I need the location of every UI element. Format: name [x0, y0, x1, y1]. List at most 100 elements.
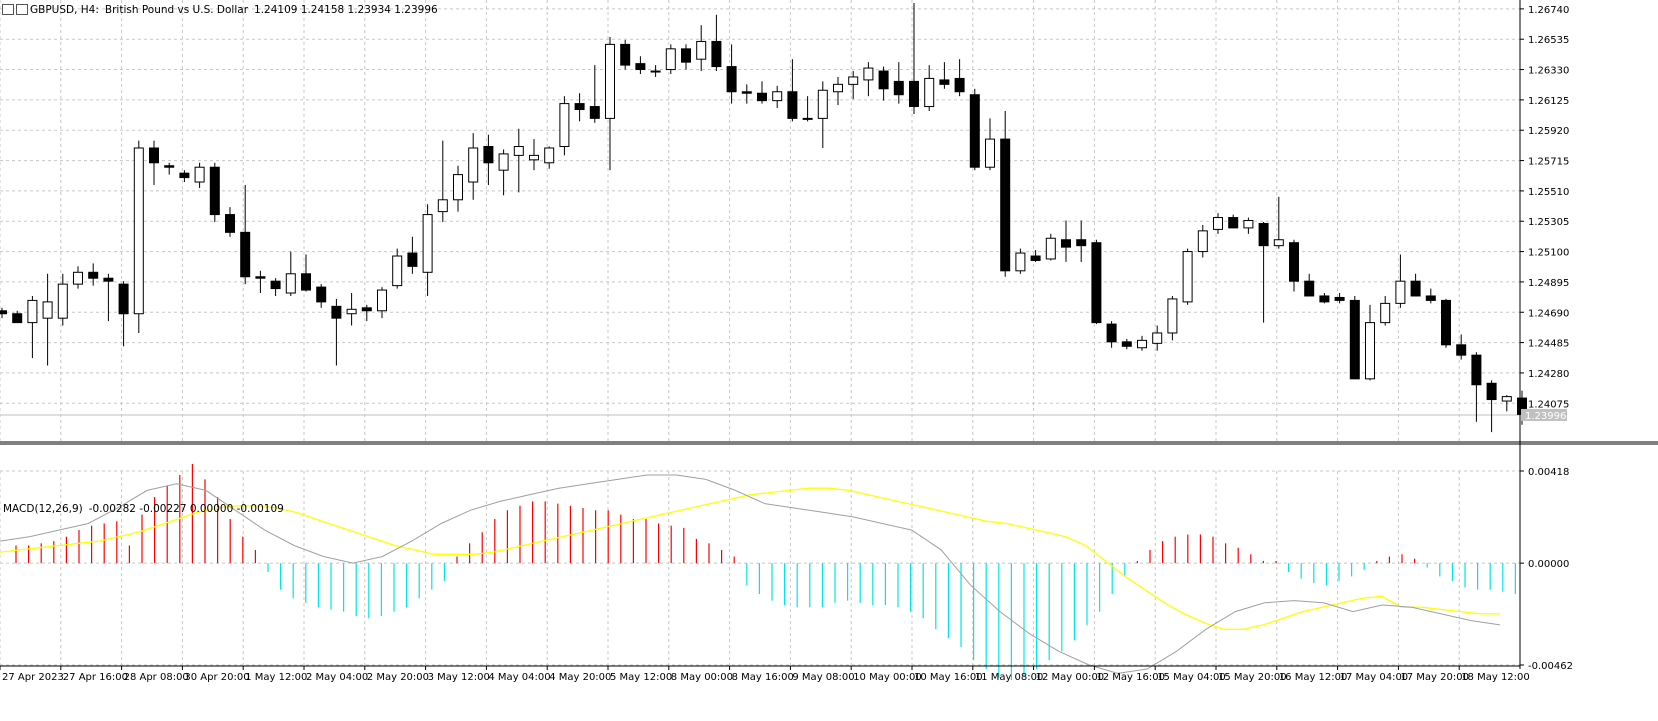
candle	[1000, 110, 1011, 277]
candle-body	[681, 48, 691, 63]
candle	[985, 118, 995, 171]
candle-body	[650, 70, 661, 73]
candle	[863, 62, 874, 97]
time-tick-label: 10 May 00:00	[853, 672, 922, 683]
candle-body	[1243, 220, 1254, 229]
candle-body	[605, 43, 615, 119]
time-tick-label: 9 May 08:00	[792, 672, 854, 683]
candle-body	[361, 307, 372, 312]
candle	[27, 295, 38, 359]
candle	[1167, 295, 1178, 341]
candle-body	[285, 273, 296, 294]
candle-body	[1121, 341, 1132, 347]
candle-body	[1061, 239, 1071, 248]
macd-header: MACD(12,26,9) -0.00282 -0.00227 0.00000 -…	[3, 503, 290, 515]
candle-body	[635, 63, 646, 71]
candle	[696, 25, 707, 72]
candle-body	[377, 289, 387, 312]
candle-body	[757, 92, 767, 102]
candle-body	[1425, 295, 1436, 301]
candle	[346, 293, 357, 326]
candle	[1030, 250, 1041, 262]
candle	[741, 84, 752, 104]
candle-body	[346, 308, 357, 315]
symbol-icon[interactable]	[2, 4, 14, 15]
candle	[437, 140, 448, 222]
macd-tick-label: 0.00418	[1528, 467, 1569, 478]
candle-body	[437, 199, 448, 213]
candle-body	[1015, 252, 1026, 272]
price-tick-label: 1.26535	[1528, 35, 1569, 46]
candle-body	[1365, 322, 1375, 380]
candle-body	[12, 313, 23, 324]
candle	[681, 44, 691, 70]
candlestick-series[interactable]	[0, 2, 1527, 433]
candle	[209, 162, 220, 222]
time-tick-label: 2 May 04:00	[306, 672, 368, 683]
candle	[392, 248, 403, 289]
candle-body	[209, 166, 220, 216]
candle	[42, 273, 53, 366]
time-tick-label: 2 May 20:00	[367, 672, 429, 683]
candle	[1182, 248, 1193, 305]
candle-body	[483, 146, 494, 164]
candle	[0, 307, 7, 319]
candle-body	[392, 255, 403, 287]
candle	[103, 273, 114, 322]
candle-body	[164, 165, 175, 168]
candle	[787, 59, 798, 122]
candle	[635, 56, 646, 74]
macd-values: -0.00282 -0.00227 0.00000 -0.00109	[88, 503, 284, 515]
candle	[1273, 196, 1284, 249]
candle	[1349, 295, 1360, 380]
candle	[118, 281, 129, 347]
time-tick-label: 8 May 16:00	[732, 672, 794, 683]
candle	[407, 236, 418, 274]
candle	[574, 93, 585, 122]
candle	[939, 62, 950, 89]
candle	[893, 62, 904, 104]
time-tick-label: 5 May 12:00	[610, 672, 672, 683]
candle-body	[1319, 295, 1330, 303]
candle-body	[1273, 239, 1284, 247]
candle	[225, 207, 235, 237]
candle	[665, 44, 676, 74]
time-tick-label: 4 May 20:00	[549, 672, 611, 683]
candle-body	[1000, 138, 1011, 272]
price-tick-label: 1.26740	[1528, 5, 1569, 16]
candle-body	[696, 40, 707, 60]
candle-body	[149, 147, 159, 164]
time-tick-label: 27 Apr 16:00	[63, 672, 128, 683]
candle-body	[194, 166, 205, 183]
candle	[1395, 254, 1406, 308]
candle-body	[939, 79, 950, 85]
macd-signal-line	[0, 487, 1500, 630]
candle-body	[1258, 222, 1269, 247]
candle-body	[1228, 217, 1239, 229]
candle	[240, 184, 251, 285]
candle-body	[985, 138, 995, 168]
chart-type-icon[interactable]	[16, 4, 28, 15]
candle	[605, 36, 615, 171]
candle-body	[1137, 339, 1147, 349]
candle	[757, 81, 767, 104]
candle-body	[544, 147, 555, 164]
time-tick-label: 12 May 00:00	[1036, 672, 1105, 683]
time-tick-label: 27 Apr 2023	[2, 672, 64, 683]
macd-tick-label: 0.00000	[1528, 559, 1569, 570]
candle-body	[909, 80, 919, 108]
candle	[453, 165, 463, 212]
candle	[73, 266, 83, 289]
candle	[954, 59, 965, 97]
time-tick-label: 16 May 12:00	[1279, 672, 1348, 683]
candle	[1137, 335, 1147, 351]
candle-body	[179, 172, 190, 179]
candle	[1425, 288, 1436, 304]
candle-body	[453, 174, 463, 201]
candle	[285, 251, 296, 296]
candle-body	[1289, 242, 1299, 282]
candle-body	[924, 77, 935, 108]
candle	[1228, 214, 1239, 229]
candle	[133, 140, 144, 333]
candle	[711, 14, 722, 72]
